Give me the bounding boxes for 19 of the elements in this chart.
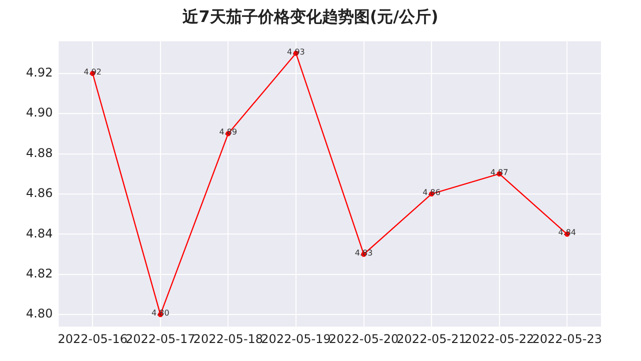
x-tick-label: 2022-05-16 [58, 332, 128, 346]
y-tick-label: 4.92 [26, 65, 53, 80]
x-tick-label: 2022-05-20 [328, 332, 399, 346]
x-tick-label: 2022-05-23 [532, 332, 602, 346]
data-label: 4.93 [287, 47, 305, 56]
x-tick-label: 2022-05-22 [464, 332, 534, 346]
data-label: 4.92 [84, 67, 102, 76]
y-tick-label: 4.88 [26, 146, 53, 160]
x-tick-label: 2022-05-18 [193, 332, 264, 346]
x-tick-label: 2022-05-17 [126, 332, 196, 346]
y-tick-label: 4.80 [26, 306, 53, 321]
y-tick-label: 4.84 [26, 226, 53, 240]
y-tick-label: 4.90 [26, 106, 53, 120]
x-tick-label: 2022-05-21 [396, 332, 466, 346]
chart-title: 近7天茄子价格变化趋势图(元/公斤) [182, 6, 438, 26]
x-tick-label: 2022-05-19 [261, 332, 331, 346]
y-tick-label: 4.82 [26, 266, 53, 280]
y-tick-label: 4.86 [26, 186, 53, 200]
data-label: 4.87 [490, 168, 508, 177]
